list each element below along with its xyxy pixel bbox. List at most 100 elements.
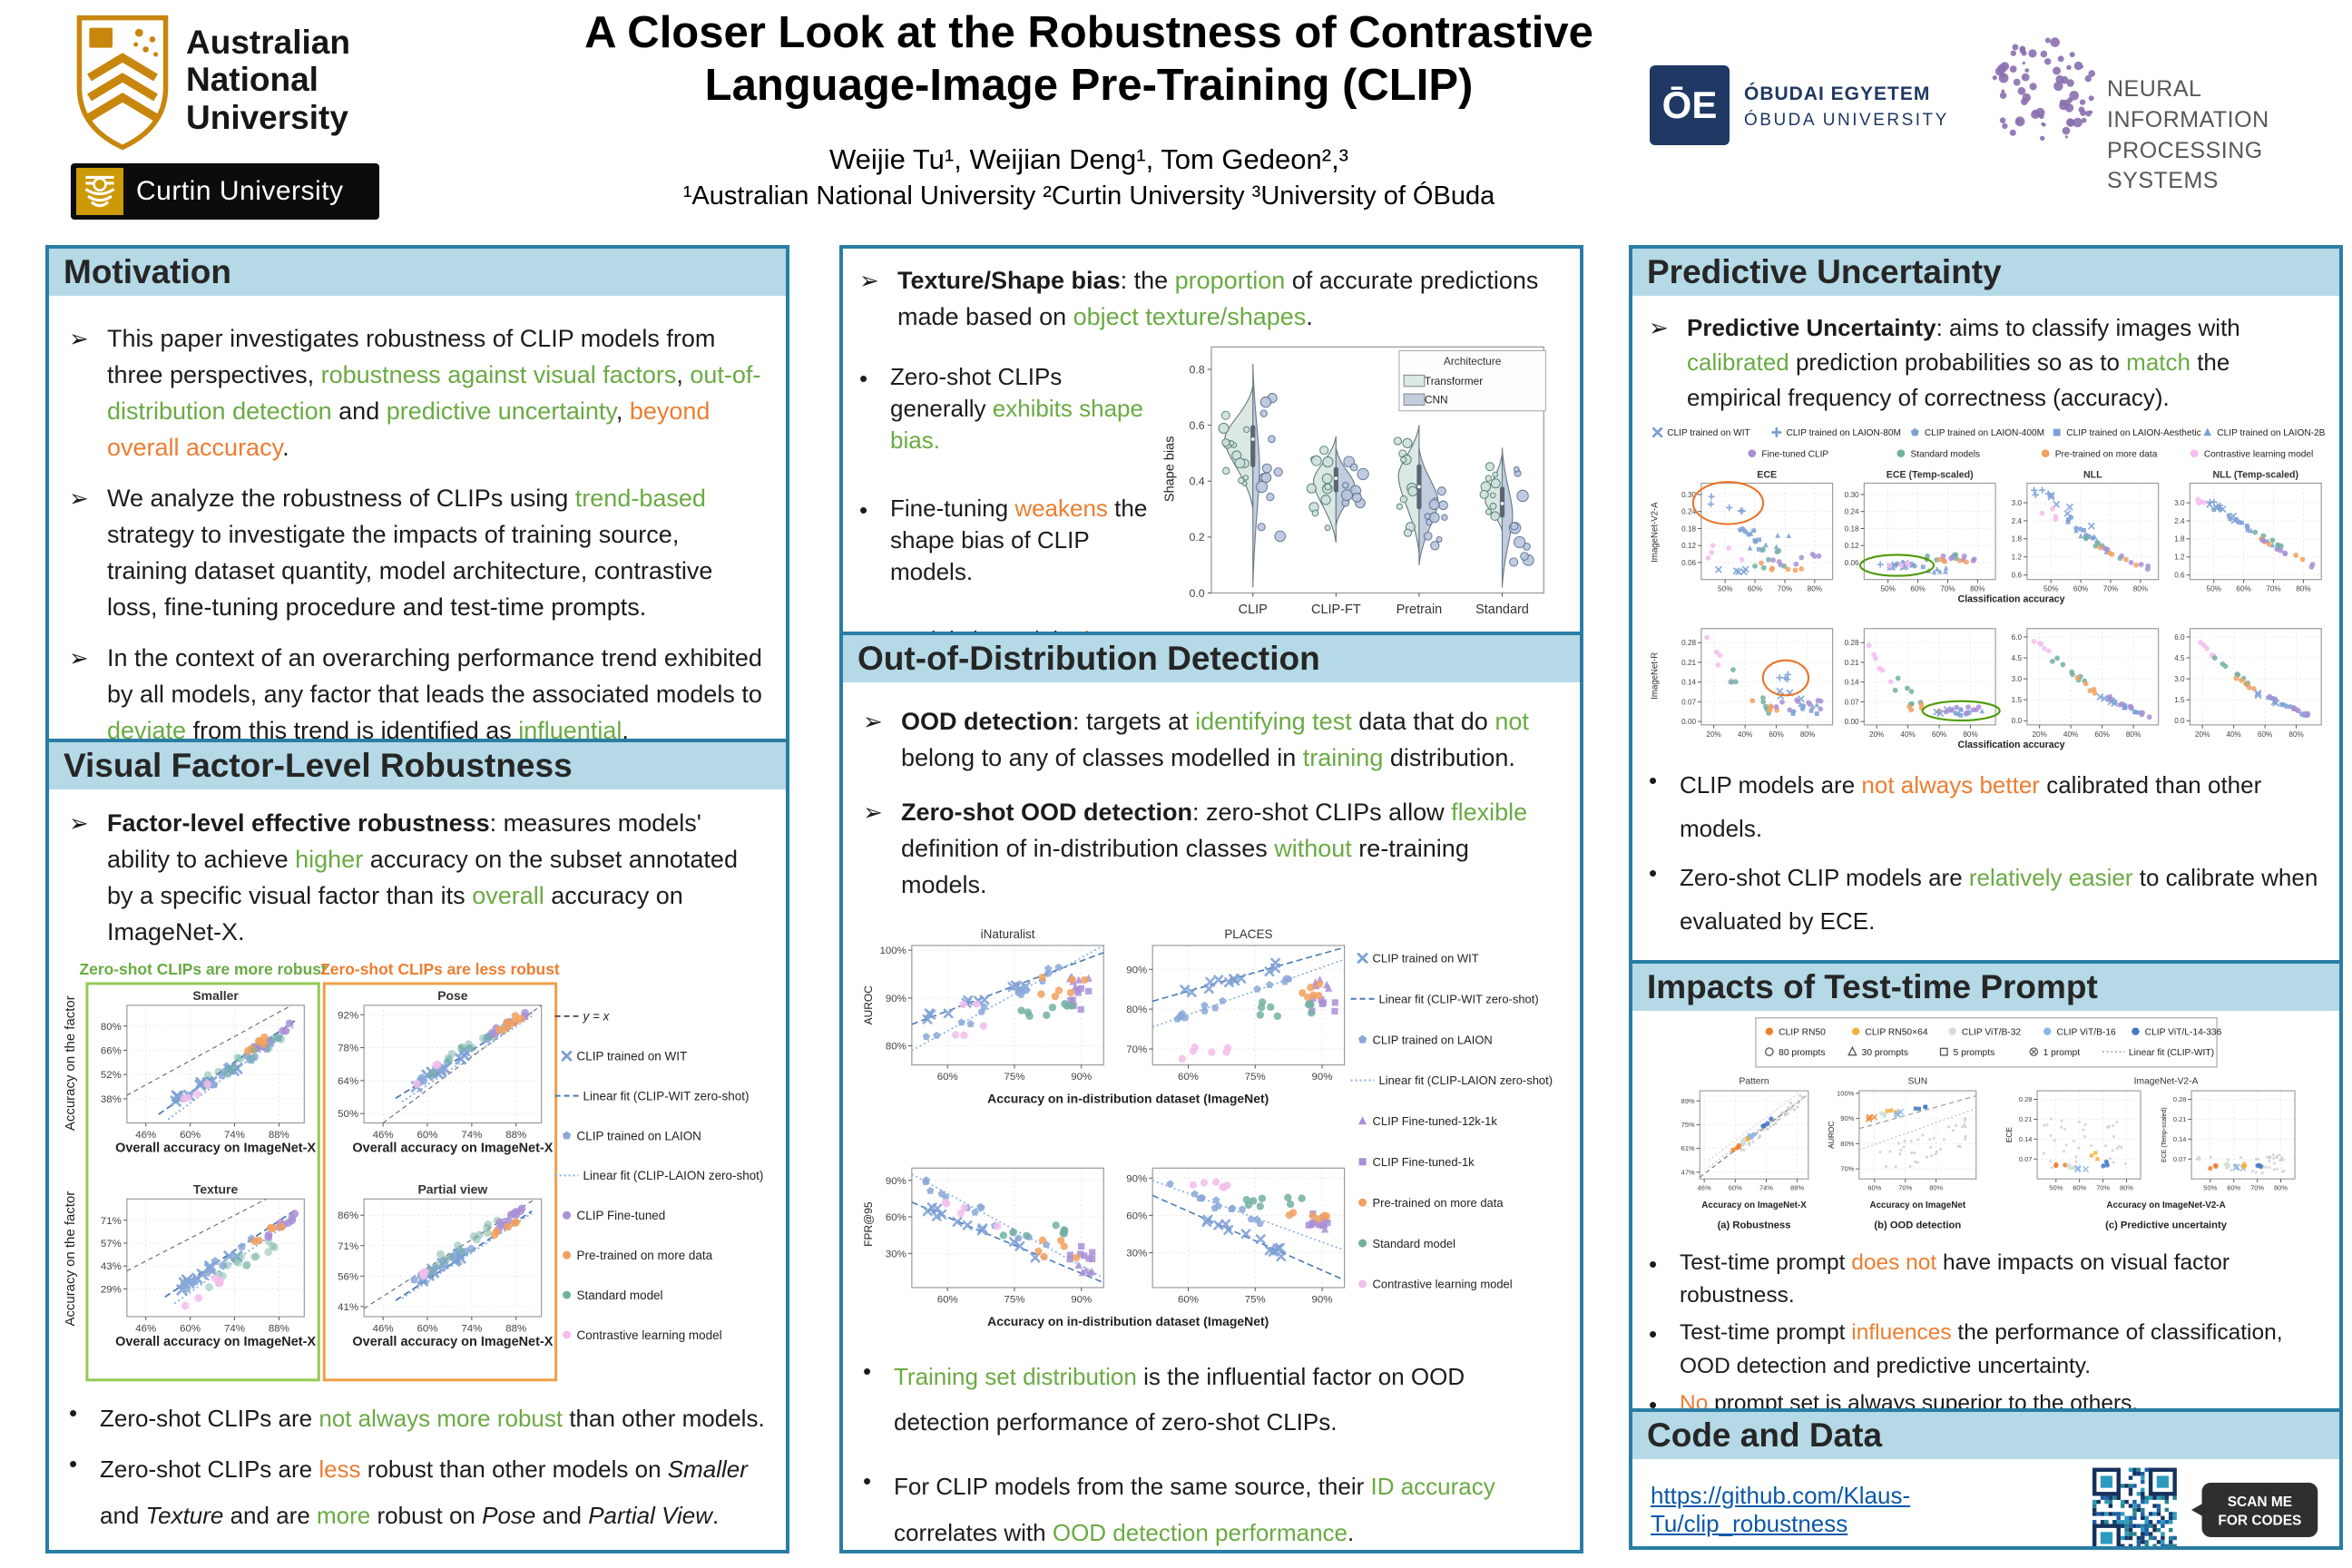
svg-text:50%: 50% [2206, 585, 2220, 593]
svg-text:66%: 66% [101, 1045, 122, 1056]
bullet-text: Model size solely does not explain the s… [890, 624, 1159, 632]
svg-text:74%: 74% [224, 1323, 245, 1334]
svg-text:60%: 60% [1747, 585, 1761, 593]
svg-text:40%: 40% [2063, 730, 2077, 739]
svg-text:75%: 75% [1681, 1121, 1694, 1129]
svg-text:29%: 29% [101, 1284, 122, 1295]
svg-text:70%: 70% [1898, 1183, 1912, 1191]
svg-text:100%: 100% [880, 946, 906, 956]
svg-text:30 prompts: 30 prompts [1861, 1048, 1907, 1058]
svg-text:46%: 46% [373, 1323, 394, 1334]
svg-text:Standard model: Standard model [577, 1289, 663, 1302]
svg-text:Contrastive learning model: Contrastive learning model [2203, 450, 2312, 460]
figure-test-time-prompt: 46% 60% 74% 88% 47% 61% 75% 89% 60% 70% 80% 70% 80% 9… [1649, 1014, 2323, 1243]
dot-bullet-glyph: • [1649, 949, 1680, 960]
section-header-predictive-uncertainty: Predictive Uncertainty [1632, 249, 2339, 296]
svg-text:41%: 41% [338, 1302, 358, 1313]
svg-text:57%: 57% [101, 1239, 122, 1250]
svg-text:47%: 47% [1681, 1168, 1694, 1176]
column-right: Predictive Uncertainty ➢ Predictive Uncer… [1629, 245, 2343, 1550]
svg-text:0.6: 0.6 [2174, 572, 2185, 580]
svg-text:Pre-trained on more data: Pre-trained on more data [577, 1249, 713, 1262]
svg-text:80%: 80% [2125, 730, 2140, 739]
svg-text:Linear fit (CLIP-LAION zero-sh: Linear fit (CLIP-LAION zero-shot) [583, 1169, 764, 1182]
svg-text:60%: 60% [937, 1072, 958, 1083]
ood-content: ➢ OOD detection: targets at identifying t… [843, 682, 1580, 1550]
svg-text:0.8: 0.8 [1189, 363, 1204, 376]
svg-text:60%: 60% [1126, 1210, 1147, 1221]
svg-text:60%: 60% [2227, 1183, 2240, 1191]
svg-text:1.2: 1.2 [2011, 554, 2022, 562]
svg-text:CLIP trained on LAION-2B: CLIP trained on LAION-2B [2217, 429, 2325, 439]
bullet-text: Test-time prompt influences the performa… [1680, 1320, 2283, 1378]
curtin-logo-text: Curtin University [136, 176, 344, 206]
bullet-text: This paper investigates robustness of CL… [107, 325, 761, 461]
svg-text:80%: 80% [2132, 585, 2147, 593]
bullet-item: ➢ Texture/Shape bias: the proportion of a… [859, 263, 1563, 336]
svg-text:CLIP trained on LAION-400M: CLIP trained on LAION-400M [1924, 429, 2043, 439]
section-title: Out-of-Distribution Detection [858, 640, 1320, 677]
bullet-text: Test-time prompt does not have impacts o… [1680, 1250, 2230, 1308]
svg-text:3.0: 3.0 [2011, 499, 2022, 507]
chart-svg: 60% 75% 90% 80% 90% 100% 60% 75% 90% 70% 80% 90% 60%… [862, 927, 1553, 1328]
svg-text:50%: 50% [338, 1109, 358, 1120]
dot-bullet-glyph: • [859, 496, 868, 524]
svg-text:86%: 86% [338, 1210, 358, 1221]
svg-text:0.21: 0.21 [1681, 659, 1696, 667]
svg-text:0.21: 0.21 [2172, 1115, 2186, 1123]
svg-text:0.2: 0.2 [1189, 531, 1204, 544]
section-title: Impacts of Test-time Prompt [1647, 968, 2098, 1005]
bullet-item: • Zero-shot CLIPs are less robust than ot… [69, 1446, 766, 1538]
svg-text:0.14: 0.14 [1681, 679, 1696, 687]
pu-notes: • CLIP models are not always better calib… [1649, 763, 2323, 960]
svg-text:ECE (Temp-scaled): ECE (Temp-scaled) [1886, 470, 1973, 481]
svg-text:2.4: 2.4 [2011, 517, 2022, 525]
svg-text:1.5: 1.5 [2174, 696, 2185, 704]
svg-text:0.14: 0.14 [1844, 679, 1858, 687]
ood-detection-chart: 60% 75% 90% 80% 90% 100% 60% 75% 90% 70% 80% 90% 60%… [854, 922, 1569, 1336]
svg-text:Fine-tuned CLIP: Fine-tuned CLIP [1761, 450, 1828, 460]
neurips-line2: PROCESSING SYSTEMS [2107, 137, 2263, 194]
svg-text:60%: 60% [937, 1294, 958, 1305]
bullet-text: In the context of an overarching perform… [107, 643, 762, 742]
svg-text:80%: 80% [1799, 730, 1814, 739]
poster-title-line2: Language-Image Pre-Training (CLIP) [704, 60, 1474, 110]
bullet-text: Zero-shot OOD detection: zero-shot CLIPs… [901, 798, 1528, 898]
shape-bias-violin-chart: 0.0 0.2 0.4 0.6 0.8 CLIP CLIP-FT Pretrain Standa… [1159, 338, 1563, 632]
svg-text:PLACES: PLACES [1224, 927, 1272, 941]
svg-text:Accuracy on ImageNet: Accuracy on ImageNet [1869, 1200, 1965, 1210]
svg-text:0.00: 0.00 [1844, 718, 1858, 726]
column-middle: ➢ Texture/Shape bias: the proportion of a… [839, 245, 1583, 1553]
bullet-item: ➢ Predictive Uncertainty: aims to classif… [1649, 310, 2323, 415]
column-left: Motivation ➢ This paper investigates robu… [45, 245, 789, 1553]
bullet-item: ➢ OOD detection: targets at identifying t… [863, 704, 1560, 777]
anu-line2: National [186, 61, 318, 99]
svg-text:60%: 60% [2094, 730, 2109, 739]
scan-me-line1: SCAN ME [2228, 1494, 2292, 1510]
svg-text:0.24: 0.24 [1844, 508, 1858, 516]
svg-text:Contrastive learning model: Contrastive learning model [577, 1328, 722, 1342]
svg-text:Accuracy on in-distribution da: Accuracy on in-distribution dataset (Ima… [987, 1314, 1269, 1328]
bullet-item: • No prompt set is always superior to the… [1649, 1387, 2323, 1408]
section-title: Visual Factor-Level Robustness [64, 747, 573, 784]
svg-text:SUN: SUN [1907, 1077, 1927, 1087]
svg-text:Zero-shot CLIPs are less robus: Zero-shot CLIPs are less robust [320, 960, 560, 978]
visual-factor-notes: • Zero-shot CLIPs are not always more rob… [69, 1396, 766, 1550]
dot-bullet-glyph: • [859, 364, 868, 392]
svg-text:CLIP ViT/B-16: CLIP ViT/B-16 [2056, 1027, 2116, 1037]
bullet-item: • Zero-shot CLIPs generally exhibits shap… [859, 361, 1159, 456]
bullet-text: Training set distribution is the influen… [894, 1362, 1465, 1436]
svg-text:Partial view: Partial view [418, 1181, 488, 1196]
svg-text:6.0: 6.0 [2011, 633, 2022, 642]
github-link[interactable]: https://github.com/Klaus-Tu/clip_robustn… [1651, 1482, 1911, 1537]
svg-text:92%: 92% [338, 1010, 358, 1021]
svg-text:30%: 30% [1126, 1248, 1147, 1259]
bullet-text: Zero-shot CLIPs are not always more robu… [100, 1404, 765, 1432]
svg-text:75%: 75% [1004, 1294, 1024, 1305]
svg-text:Linear fit (CLIP-WIT): Linear fit (CLIP-WIT) [2128, 1048, 2213, 1058]
svg-text:Accuracy on the factor: Accuracy on the factor [63, 1191, 78, 1327]
chart-svg: 50% 60% 70% 80% 0.06 0.12 0.18 0.24 0.30 ECE 50% 60… [1650, 427, 2325, 750]
figure-predictive-uncertainty: 50% 60% 70% 80% 0.06 0.12 0.18 0.24 0.30 ECE 50% 60… [1649, 420, 2325, 758]
svg-text:CLIP trained on WIT: CLIP trained on WIT [1373, 951, 1479, 965]
svg-text:60%: 60% [2257, 730, 2271, 739]
